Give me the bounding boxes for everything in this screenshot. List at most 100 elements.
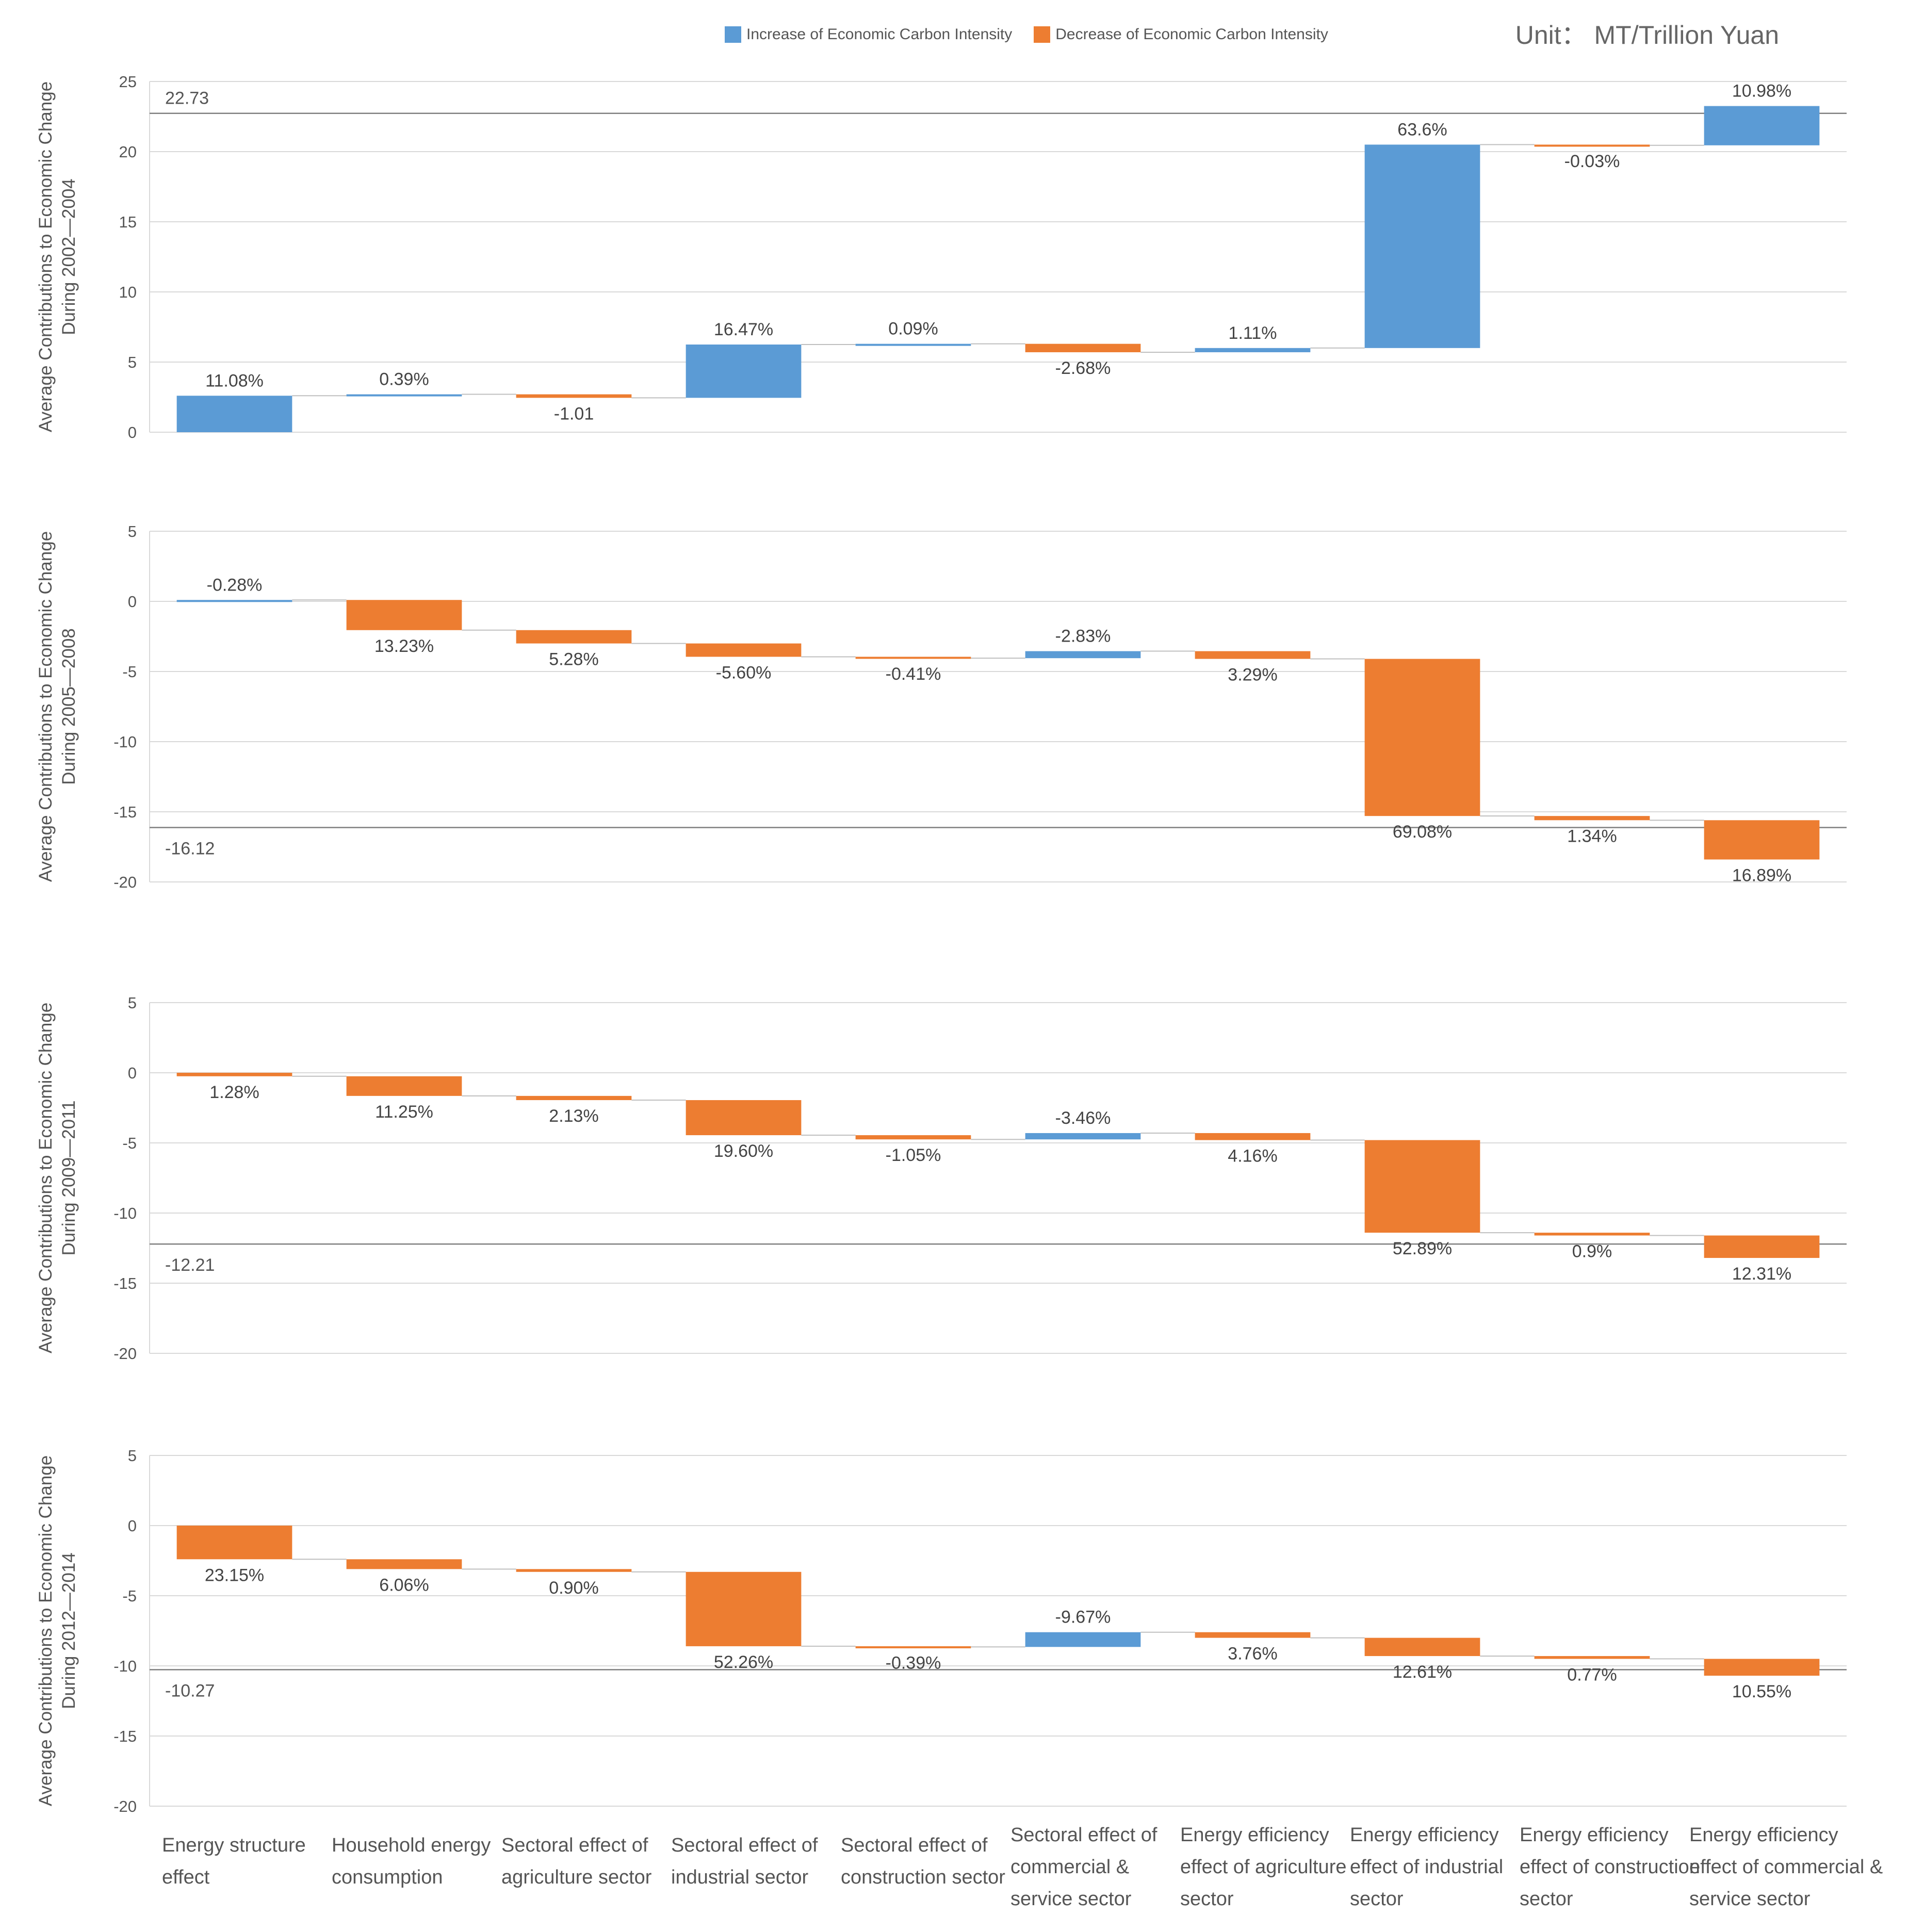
y-tick-label: -15	[113, 1274, 137, 1292]
y-tick-label: -10	[113, 733, 137, 751]
x-category-label: Energy efficiency	[1350, 1824, 1499, 1846]
data-label: 12.61%	[1393, 1662, 1452, 1682]
bar	[346, 600, 462, 630]
data-label: 69.08%	[1393, 822, 1452, 842]
data-label: 10.55%	[1732, 1682, 1791, 1701]
y-tick-label: 5	[128, 994, 137, 1012]
y-tick-label: -15	[113, 1727, 137, 1745]
data-label: 1.34%	[1567, 826, 1617, 846]
data-label: 11.08%	[205, 371, 264, 390]
y-tick-label: -20	[113, 1797, 137, 1815]
data-label: -1.05%	[886, 1145, 941, 1165]
bar	[1534, 1656, 1650, 1659]
total-label: -16.12	[165, 839, 215, 858]
x-category-label: Sectoral effect of	[1010, 1824, 1157, 1846]
bar	[686, 1100, 802, 1136]
data-label: -0.41%	[886, 664, 941, 684]
y-tick-label: 15	[119, 213, 137, 231]
bar	[1195, 348, 1311, 352]
y-tick-label: -5	[122, 1587, 137, 1605]
bar	[346, 1559, 462, 1569]
legend-item-decrease: Decrease of Economic Carbon Intensity	[1034, 26, 1328, 43]
bar	[176, 1526, 292, 1560]
y-tick-label: -5	[122, 1134, 137, 1152]
data-label: -1.01	[554, 404, 594, 423]
y-tick-label: -10	[113, 1657, 137, 1675]
data-label: 12.31%	[1732, 1264, 1791, 1284]
y-tick-label: -20	[113, 1345, 137, 1363]
data-label: 1.28%	[209, 1083, 259, 1102]
total-label: -12.21	[165, 1255, 215, 1275]
bar	[855, 1135, 971, 1140]
y-axis-title: During 2009—2011	[59, 1101, 79, 1256]
x-category-label: effect	[162, 1866, 210, 1888]
bar	[1364, 144, 1480, 348]
x-category-label: effect of industrial	[1350, 1856, 1503, 1878]
bar	[1534, 144, 1650, 147]
x-category-label: Sectoral effect of	[841, 1835, 988, 1856]
data-label: 16.89%	[1732, 865, 1791, 885]
x-category-label: service sector	[1689, 1888, 1811, 1910]
data-label: -0.03%	[1564, 152, 1620, 171]
bar	[1364, 1140, 1480, 1233]
data-label: 0.39%	[379, 370, 429, 389]
bar	[1025, 1133, 1141, 1140]
data-label: -0.28%	[207, 575, 263, 595]
bar	[516, 630, 632, 644]
y-axis-title: Average Contributions to Economic Change	[36, 531, 56, 882]
x-category-label: construction sector	[841, 1866, 1005, 1888]
x-category-label: Energy structure	[162, 1835, 306, 1856]
data-label: 52.26%	[714, 1652, 773, 1672]
x-category-label: Household energy	[332, 1835, 491, 1856]
data-label: 23.15%	[205, 1565, 264, 1585]
legend-item-increase: Increase of Economic Carbon Intensity	[725, 26, 1012, 43]
x-category-label: Energy efficiency	[1180, 1824, 1329, 1846]
total-label: -10.27	[165, 1681, 215, 1700]
y-tick-label: 5	[128, 1447, 137, 1465]
bar	[516, 1095, 632, 1101]
data-label: 63.6%	[1397, 120, 1447, 139]
y-tick-label: 0	[128, 423, 137, 441]
legend-swatch-increase	[725, 26, 741, 43]
bar	[1534, 816, 1650, 821]
x-category-label: service sector	[1010, 1888, 1132, 1910]
y-tick-label: -15	[113, 803, 137, 821]
bar	[176, 1073, 292, 1076]
bar	[1364, 1638, 1480, 1656]
data-label: 4.16%	[1228, 1147, 1277, 1166]
y-tick-label: -20	[113, 873, 137, 891]
total-label: 22.73	[165, 89, 209, 108]
data-label: -3.46%	[1055, 1108, 1111, 1128]
data-label: 16.47%	[714, 320, 773, 339]
data-label: -2.83%	[1055, 627, 1111, 646]
y-tick-label: -5	[122, 663, 137, 681]
panel-1: 0 5 10 15 20 25 Average Contributions to Econo…	[36, 73, 1847, 441]
x-category-label: Sectoral effect of	[501, 1835, 648, 1856]
bar	[1704, 106, 1820, 145]
bar	[855, 657, 971, 659]
data-label: 19.60%	[714, 1141, 773, 1161]
x-category-label: effect of construction	[1520, 1856, 1700, 1878]
data-label: 0.09%	[888, 319, 938, 339]
y-axis-title: Average Contributions to Economic Change	[36, 81, 56, 432]
y-tick-label: 10	[119, 283, 137, 301]
y-tick-label: 5	[128, 353, 137, 371]
bar	[176, 396, 292, 432]
panel-4: -20 -15 -10 -5 0 5 Average Contributions to Ec…	[36, 1447, 1847, 1815]
legend-label-decrease: Decrease of Economic Carbon Intensity	[1055, 26, 1328, 43]
panel-3: -20 -15 -10 -5 0 5 Average Contributions to Ec…	[36, 994, 1847, 1363]
x-category-label: commercial &	[1010, 1856, 1129, 1878]
data-label: -5.60%	[716, 663, 772, 682]
bar	[855, 1646, 971, 1648]
y-axis-title: Average Contributions to Economic Change	[36, 1455, 56, 1806]
y-axis-title: During 2012—2014	[59, 1552, 79, 1709]
y-axis-title: During 2002—2004	[59, 178, 79, 335]
data-label: 2.13%	[549, 1106, 598, 1126]
data-label: -0.39%	[886, 1653, 941, 1673]
data-label: 13.23%	[374, 636, 434, 656]
x-category-label: sector	[1180, 1888, 1234, 1910]
bar	[1704, 1659, 1820, 1676]
y-tick-label: 5	[128, 522, 137, 541]
y-tick-label: 0	[128, 593, 137, 611]
bar	[1025, 343, 1141, 352]
